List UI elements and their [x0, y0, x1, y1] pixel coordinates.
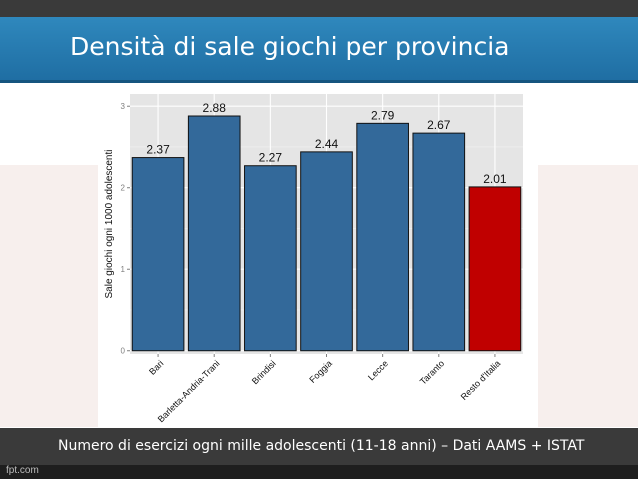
- caption-band: Numero di esercizi ogni mille adolescent…: [0, 428, 638, 465]
- background-panel-right: [538, 165, 638, 427]
- data-label: 2.88: [203, 101, 227, 115]
- data-label: 2.37: [146, 143, 170, 157]
- data-labels: 2.37 2.88 2.27 2.44 2.79 2.67 2.01: [146, 101, 507, 186]
- data-label: 2.44: [315, 137, 339, 151]
- bar: [300, 151, 353, 352]
- y-axis: 0 1 2 3: [121, 102, 130, 356]
- y-tick-label: 3: [121, 102, 126, 111]
- slide-title: Densità di sale giochi per provincia: [70, 32, 510, 61]
- x-tick-label: Resto d'Italia: [459, 358, 503, 402]
- top-strip: [0, 0, 638, 17]
- slide-caption: Numero di esercizi ogni mille adolescent…: [58, 438, 585, 454]
- data-label: 2.67: [427, 118, 451, 132]
- y-tick-label: 0: [121, 347, 126, 356]
- bars: [131, 115, 522, 352]
- x-tick-label: Lecce: [366, 358, 390, 382]
- title-band: Densità di sale giochi per provincia: [0, 17, 638, 83]
- y-axis-title: Sale giochi ogni 1000 adolescenti: [104, 150, 115, 299]
- footer-strip: fpt.com: [0, 465, 638, 479]
- bar: [131, 157, 185, 352]
- y-tick-label: 2: [121, 184, 126, 193]
- y-tick-label: 1: [121, 265, 126, 274]
- x-tick-label: Barletta-Andria-Trani: [156, 358, 222, 424]
- bar: [356, 122, 409, 352]
- chart-container: 2.37 2.88 2.27 2.44 2.79 2.67 2.01 0 1 2 3 Bari Ba…: [98, 86, 538, 428]
- x-tick-label: Brindisi: [250, 358, 278, 386]
- bar: [412, 132, 466, 352]
- background-panel-left: [0, 165, 98, 427]
- data-label: 2.27: [259, 151, 283, 165]
- x-tick-label: Bari: [147, 358, 165, 376]
- bar-chart: 2.37 2.88 2.27 2.44 2.79 2.67 2.01 0 1 2 3 BariBa…: [104, 94, 523, 424]
- x-tick-label: Foggia: [307, 358, 334, 385]
- watermark: fpt.com: [6, 465, 39, 476]
- x-tick-label: Taranto: [418, 358, 446, 386]
- data-label: 2.79: [371, 108, 395, 122]
- bar: [468, 186, 522, 352]
- data-label: 2.01: [483, 172, 507, 186]
- bar: [187, 115, 241, 352]
- bar: [244, 165, 297, 352]
